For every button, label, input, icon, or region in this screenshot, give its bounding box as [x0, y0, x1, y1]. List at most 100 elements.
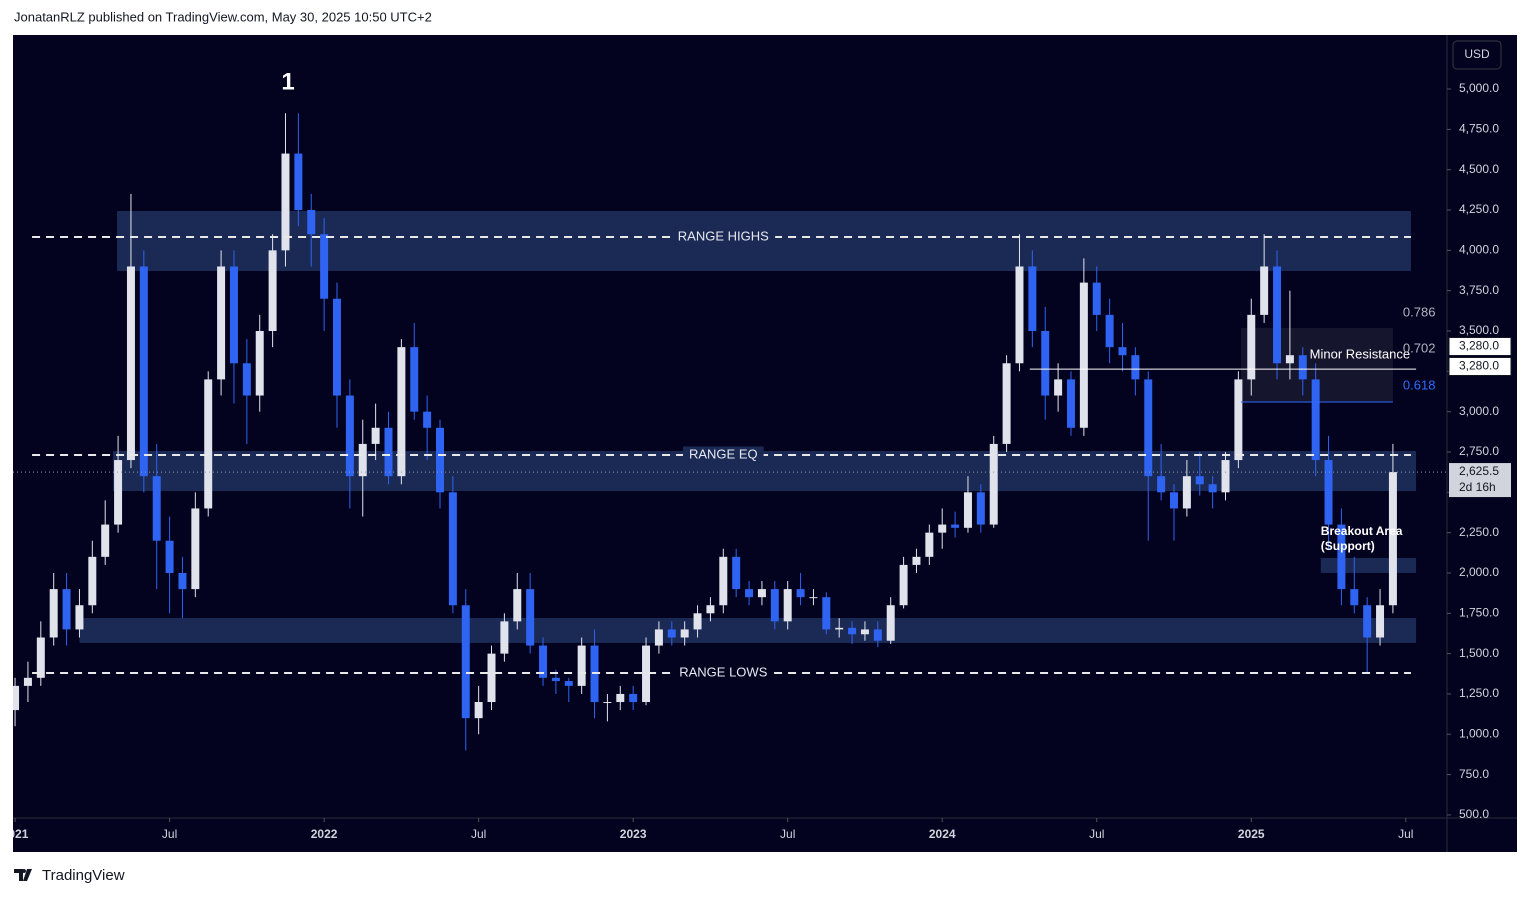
candle-body — [526, 589, 535, 646]
candle-body — [513, 589, 522, 622]
price-tag-label: 3,280.0 — [1459, 339, 1499, 353]
y-tick-label: 2,000.0 — [1459, 565, 1499, 579]
x-tick-label: Jul — [162, 827, 177, 841]
candle-body — [36, 637, 45, 678]
candle-body — [1079, 282, 1088, 428]
y-tick-label: 1,500.0 — [1459, 646, 1499, 660]
candle-body — [1221, 460, 1230, 493]
candle-body — [320, 234, 329, 299]
y-tick-label: 500.0 — [1459, 807, 1489, 821]
y-tick-label: 2,750.0 — [1459, 444, 1499, 458]
last-price-label: 2,625.5 — [1459, 464, 1499, 478]
candle-body — [1105, 314, 1114, 348]
candle-body — [899, 564, 908, 606]
annotation: Breakout Area — [1321, 524, 1403, 538]
candle-body — [307, 210, 316, 235]
y-tick-label: 2,250.0 — [1459, 525, 1499, 539]
candle-body — [255, 331, 264, 396]
candle-body — [809, 597, 818, 599]
candle-body — [204, 379, 213, 509]
candle-body — [461, 605, 470, 719]
zone — [79, 617, 1417, 643]
candle-body — [822, 597, 831, 630]
candle-body — [62, 589, 71, 630]
candle-body — [976, 492, 985, 525]
candle-body — [925, 532, 934, 557]
candle-body — [1131, 355, 1140, 380]
candle-body — [1388, 472, 1397, 606]
y-tick-label: 1,000.0 — [1459, 726, 1499, 740]
candle-body — [191, 508, 200, 590]
range-label-bg — [671, 228, 776, 244]
candle-body — [1234, 379, 1243, 461]
candle-body — [1208, 484, 1217, 493]
candle-body — [448, 492, 457, 606]
candle-body — [423, 411, 432, 428]
candle-body — [229, 266, 238, 364]
candle-body — [873, 629, 882, 641]
candle-body — [551, 677, 560, 682]
candle-body — [1298, 355, 1307, 380]
candle-body — [1092, 282, 1101, 315]
candle-body — [1285, 355, 1294, 364]
y-tick-label: 1,250.0 — [1459, 686, 1499, 700]
candle-body — [500, 621, 509, 654]
candle-body — [745, 589, 754, 598]
candle-body — [706, 605, 715, 614]
candle-body — [796, 589, 805, 598]
candle-body — [564, 681, 573, 686]
candle-body — [1247, 314, 1256, 380]
candle-body — [217, 266, 226, 380]
candle-body — [1273, 266, 1282, 364]
candle-body — [1144, 379, 1153, 477]
candle-body — [1028, 266, 1037, 332]
candle-body — [1311, 379, 1320, 461]
x-tick-label: 2021 — [2, 827, 29, 841]
x-tick-label: 2024 — [929, 827, 956, 841]
candle-body — [1195, 476, 1204, 485]
candle-body — [1182, 476, 1191, 509]
candle-body — [642, 645, 651, 703]
range-label-bg — [673, 664, 774, 680]
candle-body — [281, 153, 290, 251]
candle-body — [332, 298, 341, 396]
fib-label: 0.702 — [1403, 340, 1436, 355]
candle-body — [732, 556, 741, 590]
candle-body — [1350, 589, 1359, 606]
y-tick-label: 3,750.0 — [1459, 283, 1499, 297]
y-tick-label: 750.0 — [1459, 767, 1489, 781]
currency: USD — [1464, 47, 1490, 61]
candle-body — [886, 605, 895, 641]
fib-label: 0.786 — [1403, 304, 1436, 319]
candle-body — [1157, 476, 1166, 493]
candle-body — [757, 589, 766, 598]
candle-body — [101, 524, 110, 557]
candle-body — [1002, 363, 1011, 444]
candle-body — [165, 540, 174, 573]
candle-body — [268, 250, 277, 332]
price-tag-label: 3,280.0 — [1459, 359, 1499, 373]
candle-body — [912, 556, 921, 565]
candle-body — [989, 443, 998, 525]
y-tick-label: 3,500.0 — [1459, 323, 1499, 337]
candle-body — [1363, 605, 1372, 638]
x-tick-label: Jul — [780, 827, 795, 841]
candle-body — [860, 629, 869, 635]
candle-body — [616, 693, 625, 703]
y-tick-label: 4,250.0 — [1459, 202, 1499, 216]
candle-body — [963, 492, 972, 528]
candle-body — [152, 476, 161, 541]
annotation: 1 — [281, 68, 294, 95]
currency-box[interactable] — [1452, 40, 1502, 70]
candle-body — [487, 653, 496, 703]
candle-body — [667, 629, 676, 638]
candle-body — [783, 589, 792, 622]
annotation: (Support) — [1321, 539, 1375, 553]
y-tick-label: 5,000.0 — [1459, 81, 1499, 95]
candle-body — [23, 677, 32, 686]
y-tick-label: 3,000.0 — [1459, 404, 1499, 418]
candle-body — [384, 427, 393, 477]
candle-body — [1015, 266, 1024, 364]
candle-body — [114, 460, 123, 525]
